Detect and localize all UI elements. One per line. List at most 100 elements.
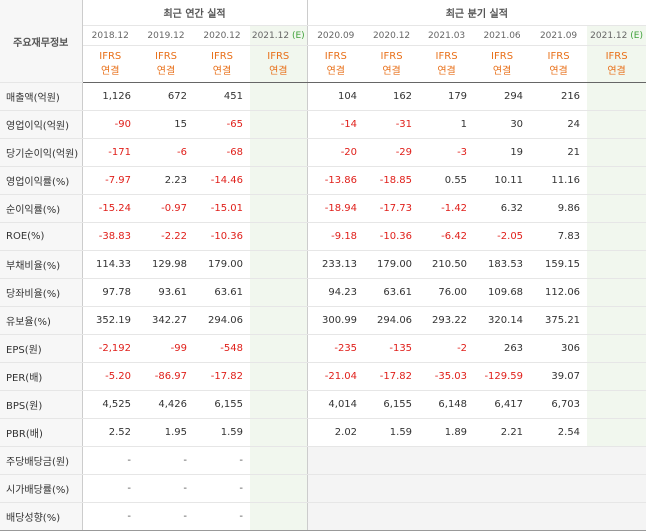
consolidated-label: 연결: [101, 66, 120, 77]
quarter-value-cell: 2.02: [307, 418, 365, 447]
quarter-value-cell: 0.55: [419, 166, 475, 195]
annual-value-cell: -10.36: [194, 222, 250, 251]
quarter-value-cell: 94.23: [307, 278, 365, 307]
quarter-value-cell: 183.53: [474, 250, 531, 279]
annual-value-cell: -: [138, 474, 194, 503]
annual-value-cell: [250, 418, 308, 447]
period-date: 2020.12: [203, 30, 241, 41]
annual-value-cell: [250, 138, 308, 167]
quarter-value-cell: -3: [419, 138, 475, 167]
annual-value-cell: -2.22: [138, 222, 194, 251]
table-row: 매출액(억원) 1,126 672 451 104 162 179 294 216: [0, 82, 647, 111]
annual-value-cell: [250, 390, 308, 419]
annual-value-cell: 63.61: [194, 278, 250, 307]
annual-value-cell: [250, 334, 308, 363]
period-date: 2020.12: [372, 30, 411, 41]
quarter-value-cell: -2: [419, 334, 475, 363]
annual-value-cell: [250, 250, 308, 279]
table-row: 영업이익률(%) -7.97 2.23 -14.46 -13.86 -18.85 0.55 1…: [0, 166, 647, 195]
quarter-value-cell: 300.99: [307, 306, 365, 335]
quarter-value-cell: -9.18: [307, 222, 365, 251]
annual-period-header: 2019.12: [138, 25, 194, 46]
quarter-value-cell: 9.86: [530, 194, 588, 223]
annual-period-header: 2020.12: [194, 25, 250, 46]
ifrs-label: IFRS: [605, 51, 628, 62]
consolidated-label: 연결: [492, 66, 512, 77]
annual-value-cell: [250, 194, 308, 223]
row-label: 영업이익(억원): [0, 110, 83, 139]
quarter-value-cell: -31: [364, 110, 420, 139]
annual-section-title: 최근 연간 실적: [82, 0, 308, 26]
annual-value-cell: -: [82, 502, 138, 531]
quarter-period-header: 2021.03: [419, 25, 475, 46]
quarter-period-header: 2021.06: [474, 25, 531, 46]
row-label: 주당배당금(원): [0, 446, 83, 475]
annual-value-cell: 294.06: [194, 306, 250, 335]
quarter-value-cell: -35.03: [419, 362, 475, 391]
quarter-value-cell: 24: [530, 110, 588, 139]
row-label: 부채비율(%): [0, 250, 83, 279]
annual-value-cell: [250, 306, 308, 335]
quarter-value-cell: 1.59: [364, 418, 420, 447]
consolidated-label: 연결: [156, 66, 176, 77]
period-date: 2019.12: [147, 30, 185, 41]
estimate-mark: (E): [630, 30, 643, 41]
annual-value-cell: 97.78: [82, 278, 138, 307]
table-row: 당기순이익(억원) -171 -6 -68 -20 -29 -3 19 21: [0, 138, 647, 167]
quarter-value-cell: -1.42: [419, 194, 475, 223]
row-label: PER(배): [0, 362, 83, 391]
annual-value-cell: 2.23: [138, 166, 194, 195]
quarter-value-cell: 179: [419, 82, 475, 111]
annual-value-cell: -65: [194, 110, 250, 139]
quarter-value-cell: 19: [474, 138, 531, 167]
quarter-value-cell: [587, 110, 647, 139]
annual-value-cell: 352.19: [82, 306, 138, 335]
consolidated-label: 연결: [326, 66, 345, 77]
annual-value-cell: -38.83: [82, 222, 138, 251]
row-label: 배당성향(%): [0, 502, 83, 531]
quarter-value-cell: -21.04: [307, 362, 365, 391]
quarter-value-cell: -235: [307, 334, 365, 363]
annual-value-cell: 4,426: [138, 390, 194, 419]
annual-value-cell: -2,192: [82, 334, 138, 363]
accounting-standard-cell: IFRS 연결: [474, 45, 531, 83]
annual-value-cell: -: [82, 474, 138, 503]
annual-value-cell: [250, 110, 308, 139]
annual-value-cell: 179.00: [194, 250, 250, 279]
quarter-value-cell: 10.11: [474, 166, 531, 195]
annual-value-cell: -15.24: [82, 194, 138, 223]
annual-value-cell: -: [138, 502, 194, 531]
quarter-value-cell: -18.85: [364, 166, 420, 195]
table-row: PER(배) -5.20 -86.97 -17.82 -21.04 -17.82 -35.0…: [0, 362, 647, 391]
quarter-value-cell: 233.13: [307, 250, 365, 279]
quarter-value-cell: 2.54: [530, 418, 588, 447]
annual-value-cell: 129.98: [138, 250, 194, 279]
annual-value-cell: 1.95: [138, 418, 194, 447]
accounting-standard-cell: IFRS 연결: [194, 45, 250, 83]
quarter-value-cell: -2.05: [474, 222, 531, 251]
accounting-standard-cell: IFRS 연결: [364, 45, 420, 83]
period-date: 2020.09: [317, 30, 355, 41]
annual-value-cell: 1,126: [82, 82, 138, 111]
quarter-value-cell: [587, 194, 647, 223]
annual-value-cell: 672: [138, 82, 194, 111]
ifrs-label: IFRS: [155, 51, 177, 62]
annual-value-cell: [250, 474, 308, 503]
ifrs-label: IFRS: [211, 51, 233, 62]
corner-label: 주요재무정보: [0, 0, 83, 83]
quarter-value-cell: 1.89: [419, 418, 475, 447]
quarter-value-cell: 320.14: [474, 306, 531, 335]
annual-value-cell: -86.97: [138, 362, 194, 391]
quarter-value-cell: -17.73: [364, 194, 420, 223]
row-label: 매출액(억원): [0, 82, 83, 111]
consolidated-label: 연결: [437, 66, 456, 77]
accounting-standard-cell: IFRS 연결: [587, 45, 647, 83]
accounting-standard-cell: IFRS 연결: [307, 45, 365, 83]
annual-value-cell: [250, 502, 308, 531]
quarter-value-cell: 6,148: [419, 390, 475, 419]
row-label: 시가배당률(%): [0, 474, 83, 503]
quarter-value-cell: [587, 306, 647, 335]
consolidated-label: 연결: [607, 66, 626, 77]
quarter-value-cell: 263: [474, 334, 531, 363]
